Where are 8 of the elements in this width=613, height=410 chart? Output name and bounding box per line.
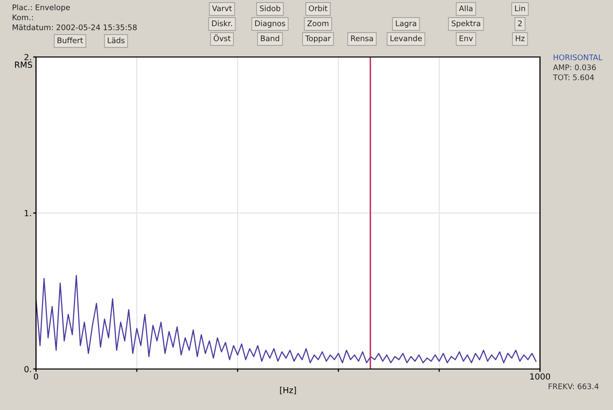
- y-tick-label: 0.: [24, 366, 31, 372]
- y-axis-title: RMS: [15, 62, 32, 68]
- x-axis-title: [Hz]: [280, 386, 296, 394]
- line-series: [36, 274, 537, 364]
- x-tick-label: 0: [34, 373, 38, 380]
- x-tick-label: 1000: [530, 373, 550, 380]
- y-tick-label: 2.: [24, 54, 31, 60]
- y-tick-label: 1.: [24, 210, 31, 216]
